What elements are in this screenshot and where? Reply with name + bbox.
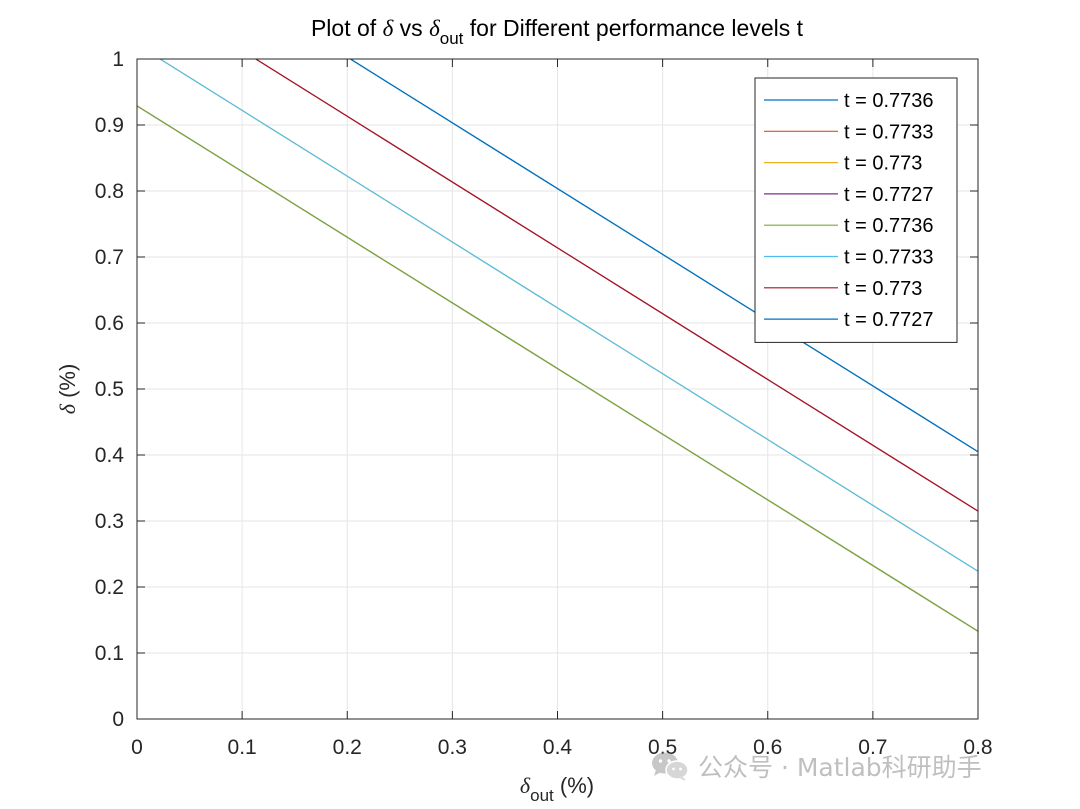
y-axis-label: δ (%) (55, 364, 80, 415)
watermark: 公众号 · Matlab科研助手 (650, 748, 982, 784)
x-tick-label: 0.5 (648, 736, 677, 759)
chart-title: Plot of δ vs δout for Different performa… (311, 15, 804, 48)
x-tick-label: 0.4 (543, 736, 573, 759)
legend-label-3: t = 0.773 (844, 153, 922, 175)
legend-label-6: t = 0.7733 (844, 247, 934, 269)
x-tick-label: 0.7 (858, 736, 887, 759)
ticks: 0 0.1 0.2 0.3 0.4 0.5 0.6 0.7 0.8 0 0.1 0.2 0.3 0.4 0.… (95, 48, 993, 759)
y-tick-label: 0.4 (95, 444, 125, 467)
y-tick-label: 0.5 (95, 378, 124, 401)
watermark-text: 公众号 · Matlab科研助手 (698, 753, 982, 782)
y-tick-label: 0 (112, 708, 124, 731)
legend-box (754, 77, 958, 343)
x-tick-label: 0.2 (333, 736, 362, 759)
legend-label-5: t = 0.7736 (844, 215, 934, 237)
x-axis-label: δout (%) (520, 773, 594, 805)
y-tick-label: 0.7 (95, 246, 124, 269)
legend-label-2: t = 0.7733 (844, 121, 934, 143)
y-tick-label: 0.1 (95, 642, 124, 665)
y-tick-label: 0.8 (95, 180, 124, 203)
y-tick-label: 0.2 (95, 576, 124, 599)
y-tick-label: 0.3 (95, 510, 124, 533)
y-tick-label: 1 (112, 48, 124, 71)
x-tick-label: 0.3 (438, 736, 467, 759)
series-line-5 (136, 105, 979, 632)
series-line-6 (159, 58, 979, 572)
series-lines (136, 58, 979, 632)
series-line-8 (350, 58, 979, 453)
legend-label-4: t = 0.7727 (844, 184, 934, 206)
wechat-icon (652, 752, 689, 781)
legend-label-1: t = 0.7736 (844, 90, 934, 112)
legend: t = 0.7736 t = 0.7733 t = 0.773 t = 0.7727 t… (754, 77, 958, 343)
legend-label-8: t = 0.7727 (844, 309, 934, 331)
y-tick-label: 0.6 (95, 312, 124, 335)
x-tick-label: 0 (131, 736, 143, 759)
legend-label-7: t = 0.773 (844, 278, 922, 300)
y-tick-label: 0.9 (95, 114, 124, 137)
x-tick-label: 0.8 (963, 736, 992, 759)
x-tick-label: 0.1 (228, 736, 257, 759)
x-tick-label: 0.6 (753, 736, 782, 759)
series-line-7 (255, 58, 979, 512)
